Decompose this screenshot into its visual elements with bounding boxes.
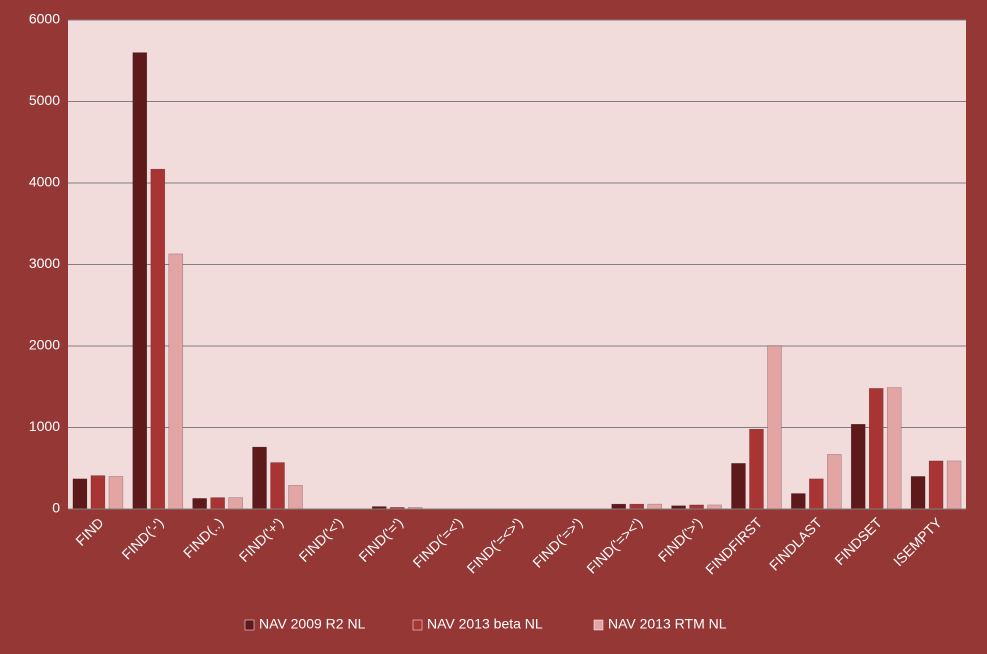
bar — [611, 503, 626, 510]
bar — [108, 476, 124, 510]
bar — [827, 454, 842, 510]
bar — [629, 503, 644, 510]
bar — [928, 460, 944, 510]
bar — [946, 460, 962, 510]
bar — [707, 504, 722, 510]
y-tick-label: 0 — [52, 500, 60, 516]
legend-swatch — [593, 619, 604, 631]
bar — [749, 428, 764, 510]
bar — [288, 485, 303, 510]
y-tick-label: 3000 — [29, 255, 60, 271]
legend-label: NAV 2013 RTM NL — [608, 616, 727, 632]
y-tick-label: 5000 — [29, 92, 60, 108]
bar — [192, 498, 207, 510]
bar — [252, 446, 267, 510]
bar — [850, 423, 866, 510]
bar — [767, 345, 782, 510]
bar — [150, 168, 166, 510]
bar — [90, 475, 106, 510]
bar — [132, 52, 148, 510]
bar — [868, 388, 884, 510]
bar — [168, 253, 184, 510]
bar — [731, 463, 746, 510]
bar — [647, 503, 662, 510]
y-tick-label: 6000 — [29, 11, 60, 27]
bar — [910, 476, 926, 510]
bar — [210, 497, 225, 510]
bar — [809, 478, 824, 510]
bar — [791, 493, 806, 510]
y-tick-label: 2000 — [29, 337, 60, 353]
bar — [72, 478, 88, 510]
legend-swatch — [244, 619, 255, 631]
bar — [689, 504, 704, 510]
legend-label: NAV 2009 R2 NL — [259, 616, 366, 632]
y-tick-label: 1000 — [29, 418, 60, 434]
bar — [886, 387, 902, 510]
legend-label: NAV 2013 beta NL — [427, 616, 543, 632]
bar — [270, 462, 285, 510]
y-tick-label: 4000 — [29, 174, 60, 190]
legend-swatch — [412, 619, 423, 631]
bar — [228, 497, 243, 510]
